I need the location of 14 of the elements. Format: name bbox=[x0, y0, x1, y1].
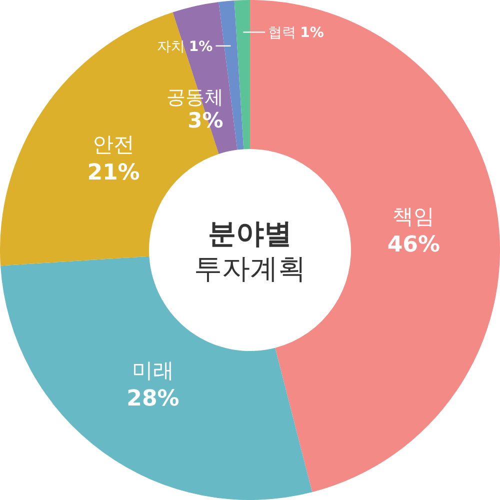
slice-label: 자치 bbox=[156, 38, 185, 55]
data-label: 46% bbox=[387, 232, 440, 258]
slice-label: 미래 bbox=[132, 358, 174, 382]
text: 분야별 bbox=[208, 217, 292, 250]
data-label: 1% bbox=[188, 38, 213, 55]
slice-label: 안전 bbox=[92, 132, 135, 156]
slice-label: 책임 bbox=[392, 204, 435, 228]
data-label: 28% bbox=[126, 386, 180, 412]
donut-slice bbox=[0, 256, 312, 500]
data-label: 1% bbox=[300, 25, 324, 42]
donut-slice bbox=[234, 0, 250, 150]
text: 투자계획 bbox=[194, 252, 306, 285]
data-label: 21% bbox=[87, 160, 140, 186]
slice-label: 협력 bbox=[268, 25, 296, 42]
